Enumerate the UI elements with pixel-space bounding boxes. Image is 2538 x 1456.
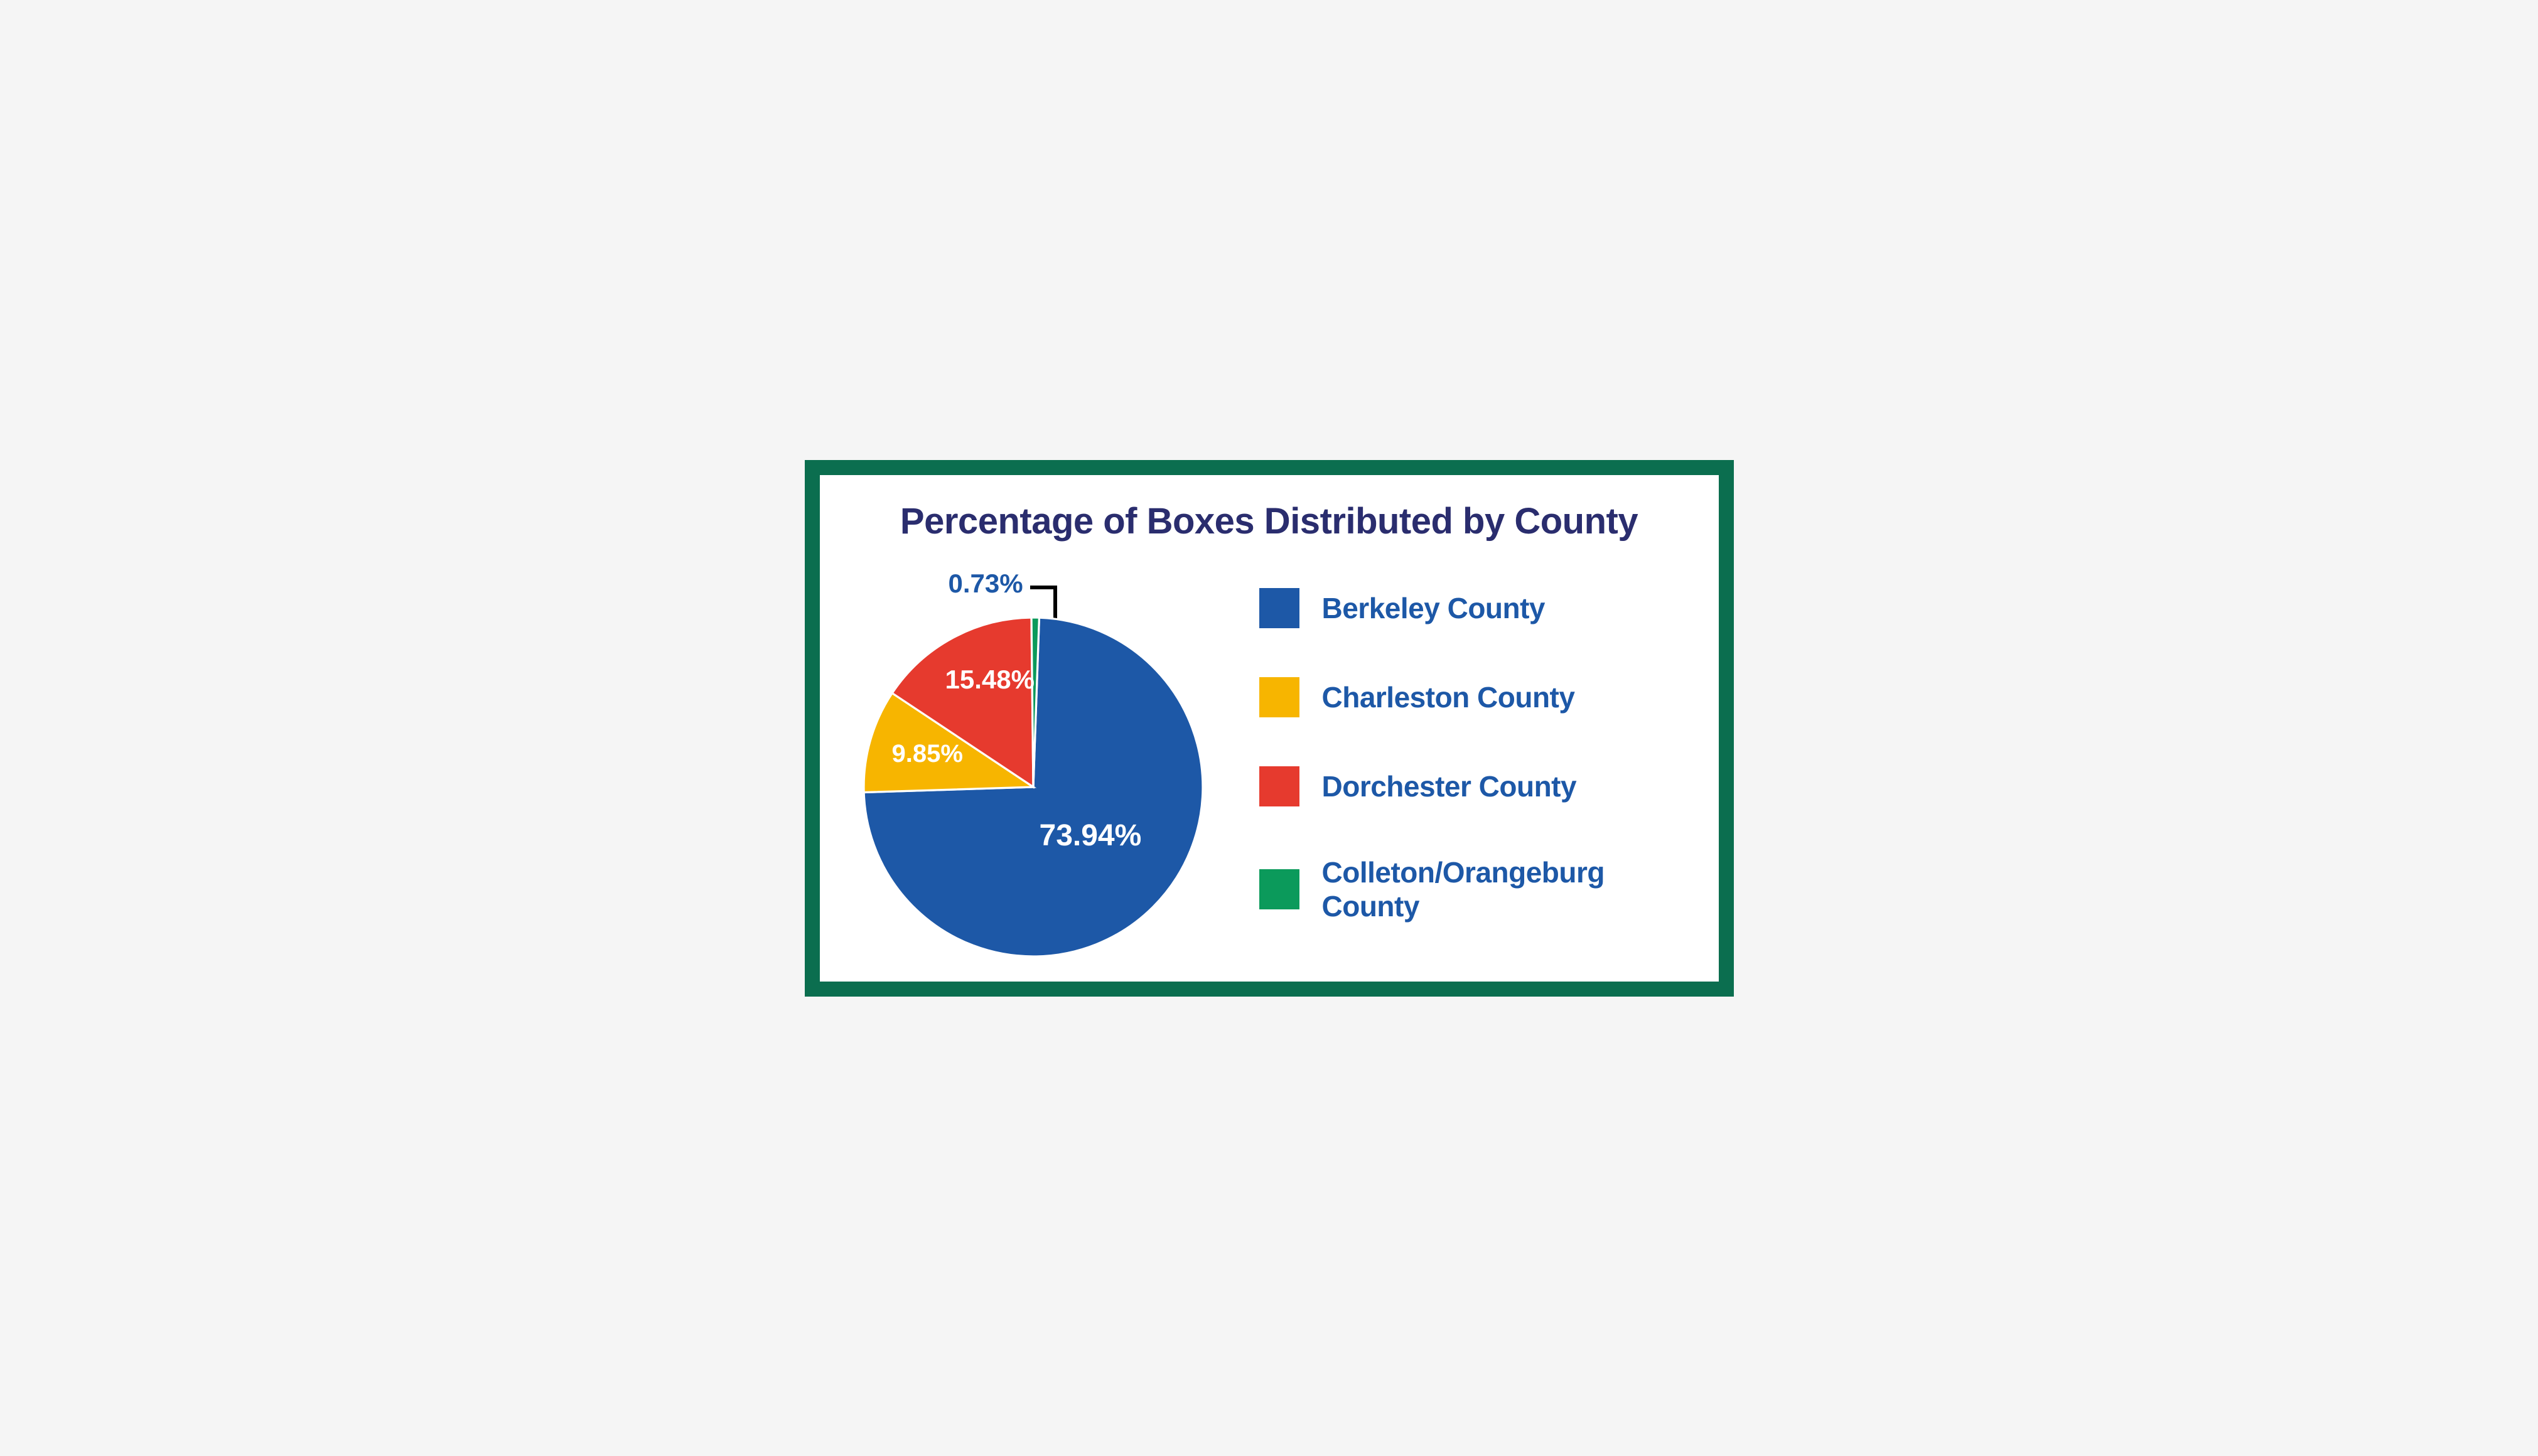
legend: Berkeley County Charleston County Dorche… (1259, 588, 1681, 923)
slice-label-charleston: 9.85% (892, 740, 963, 768)
legend-label: Charleston County (1322, 680, 1575, 714)
legend-swatch (1259, 766, 1299, 806)
legend-label: Berkeley County (1322, 591, 1546, 625)
legend-row-charleston: Charleston County (1259, 677, 1681, 717)
chart-title: Percentage of Boxes Distributed by Count… (858, 500, 1681, 542)
chart-body: 73.94% 9.85% 15.48% 0.73% Berkeley Count… (858, 561, 1681, 950)
legend-swatch (1259, 677, 1299, 717)
legend-swatch (1259, 588, 1299, 628)
slice-label-berkeley: 73.94% (1040, 818, 1142, 853)
chart-card: Percentage of Boxes Distributed by Count… (805, 460, 1734, 997)
slice-label-colleton: 0.73% (949, 569, 1023, 599)
slice-label-dorchester: 15.48% (945, 665, 1035, 695)
legend-label: Colleton/Orangeburg County (1322, 855, 1681, 923)
pie-area: 73.94% 9.85% 15.48% 0.73% (858, 561, 1209, 950)
legend-row-dorchester: Dorchester County (1259, 766, 1681, 806)
legend-row-colleton: Colleton/Orangeburg County (1259, 855, 1681, 923)
legend-label: Dorchester County (1322, 769, 1577, 803)
legend-swatch (1259, 869, 1299, 909)
legend-row-berkeley: Berkeley County (1259, 588, 1681, 628)
